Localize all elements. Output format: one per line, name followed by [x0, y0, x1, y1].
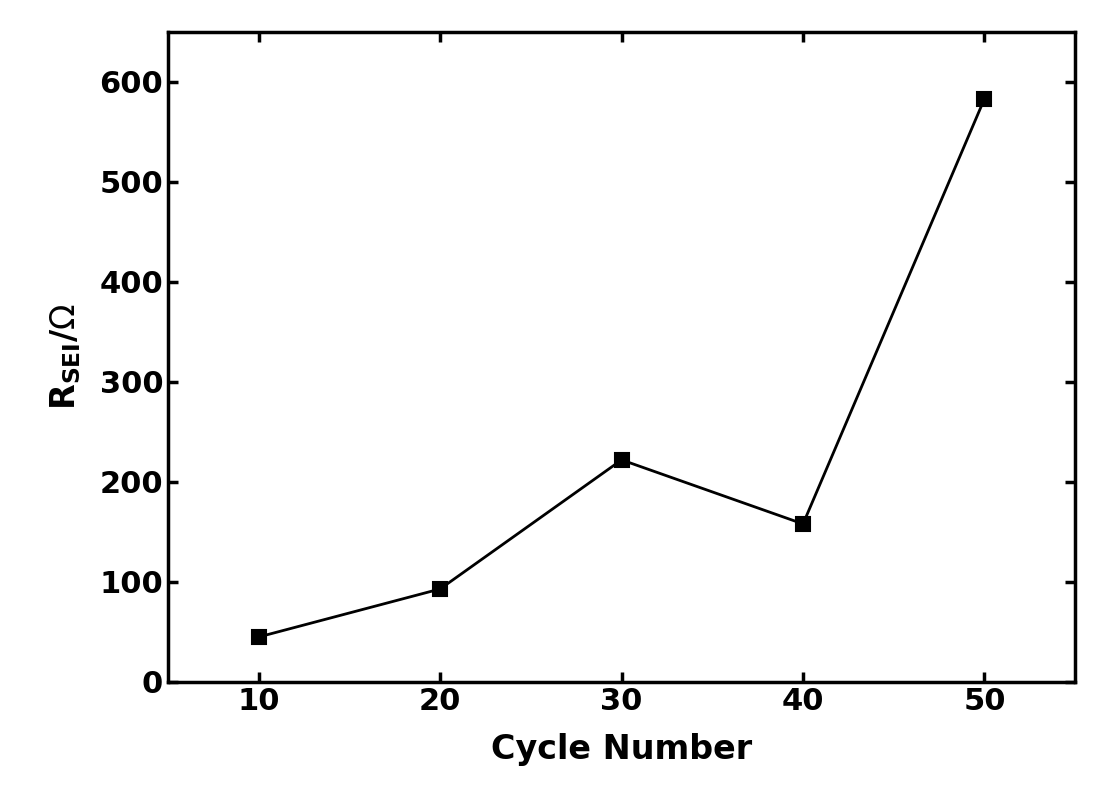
Y-axis label: R$_\mathregular{SEI}$/$\Omega$: R$_\mathregular{SEI}$/$\Omega$: [48, 304, 83, 410]
X-axis label: Cycle Number: Cycle Number: [491, 733, 753, 765]
